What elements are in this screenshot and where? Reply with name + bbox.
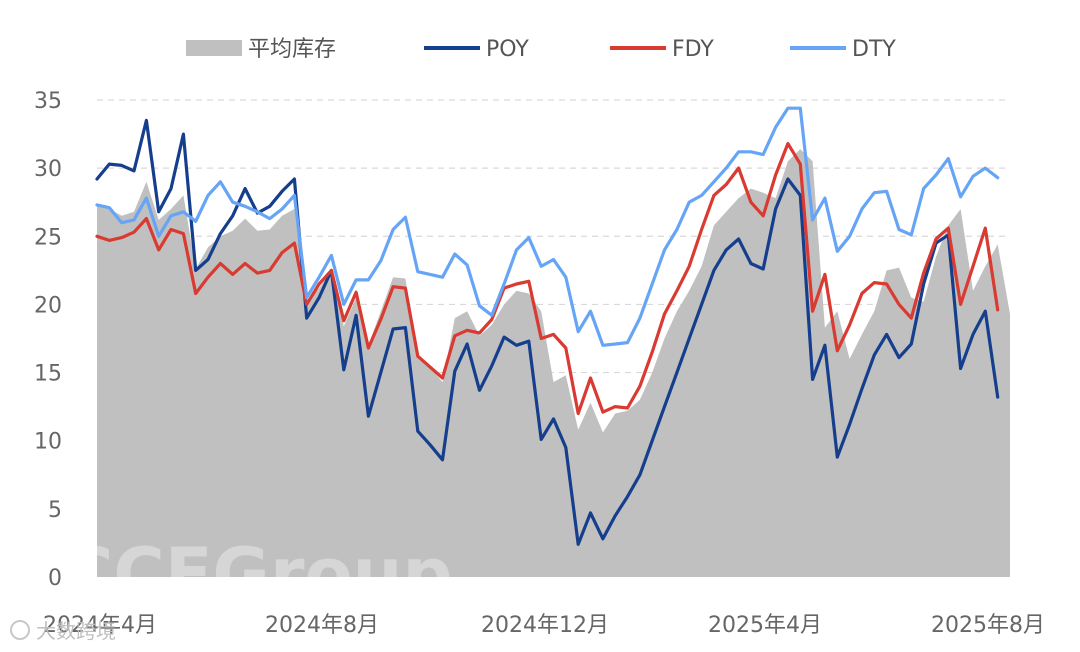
legend-swatch-avg-inventory bbox=[186, 40, 242, 56]
series-line-poy bbox=[95, 118, 1000, 546]
x-tick-label: 2024年4月 bbox=[43, 613, 157, 638]
x-tick-label: 2024年12月 bbox=[481, 613, 609, 638]
watermark-brand: CCFGroup bbox=[62, 533, 453, 615]
legend-label: FDY bbox=[672, 37, 714, 62]
x-tick-label: 2025年4月 bbox=[708, 613, 822, 638]
y-tick-35: 35 bbox=[34, 89, 62, 114]
watermark-logo-icon bbox=[10, 620, 30, 640]
legend-label: DTY bbox=[852, 37, 896, 62]
y-tick-5: 5 bbox=[48, 498, 62, 523]
watermark-label: 大数跨境 bbox=[36, 619, 116, 643]
series-line-fdy bbox=[95, 142, 1000, 416]
series-line-dty bbox=[95, 106, 1000, 347]
y-tick-10: 10 bbox=[34, 430, 62, 455]
y-tick-15: 15 bbox=[34, 362, 62, 387]
x-tick-label: 2025年8月 bbox=[931, 613, 1045, 638]
legend-label: 平均库存 bbox=[248, 37, 336, 62]
legend-label: POY bbox=[486, 37, 529, 62]
y-tick-0: 0 bbox=[48, 566, 62, 591]
y-tick-20: 20 bbox=[34, 293, 62, 318]
x-tick-label: 2024年8月 bbox=[265, 613, 379, 638]
y-tick-30: 30 bbox=[34, 157, 62, 182]
series-area-avg-inventory bbox=[97, 149, 1010, 577]
y-tick-25: 25 bbox=[34, 225, 62, 250]
